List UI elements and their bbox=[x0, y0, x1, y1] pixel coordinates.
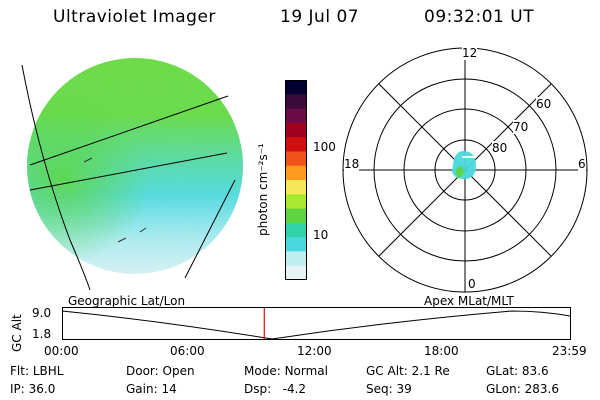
info-ip: IP: 36.0 bbox=[10, 382, 56, 396]
timeline-xtick-3: 18:00 bbox=[424, 344, 459, 358]
info-mode: Mode: Normal bbox=[244, 364, 328, 378]
colorbar-segment bbox=[285, 265, 307, 281]
colorbar-segment bbox=[285, 108, 307, 124]
mlt-label-12: 12 bbox=[462, 46, 478, 60]
colorbar-segment bbox=[285, 208, 307, 224]
info-glat: GLat: 83.6 bbox=[486, 364, 549, 378]
colorbar-segment bbox=[285, 180, 307, 195]
colorbar-segment bbox=[285, 194, 307, 210]
colorbar-segment bbox=[285, 80, 307, 95]
grid-line bbox=[29, 152, 228, 191]
limb-curve bbox=[21, 64, 91, 290]
colorbar-segment bbox=[285, 94, 307, 110]
grid-line-right bbox=[184, 179, 236, 279]
mlt-label-6: 6 bbox=[578, 157, 586, 171]
lat-label-80: 80 bbox=[492, 141, 508, 155]
aurora-blob bbox=[452, 150, 477, 180]
timeline-ytick-bottom: 1.8 bbox=[32, 327, 52, 341]
colorbar-segment bbox=[285, 237, 307, 252]
header-time: 09:32:01 UT bbox=[424, 7, 535, 27]
info-gain: Gain: 14 bbox=[126, 382, 177, 396]
timeline-xtick-0: 00:00 bbox=[44, 344, 79, 358]
timeline-xtick-4: 23:59 bbox=[552, 344, 587, 358]
timeline-xtick-2: 12:00 bbox=[297, 344, 332, 358]
info-door: Door: Open bbox=[126, 364, 195, 378]
colorbar-segment bbox=[285, 165, 307, 181]
info-seq: Seq: 39 bbox=[366, 382, 412, 396]
lat-label-60: 60 bbox=[536, 97, 552, 111]
timeline-right-label: Apex MLat/MLT bbox=[424, 294, 514, 308]
info-glon: GLon: 283.6 bbox=[486, 382, 559, 396]
colorbar-tick-100: 100 bbox=[313, 140, 336, 154]
colorbar-segment bbox=[285, 122, 307, 138]
timeline-left-label: Geographic Lat/Lon bbox=[68, 294, 186, 308]
colorbar-unit-label: photon cm⁻²s⁻¹ bbox=[256, 143, 270, 236]
info-gc-alt: GC Alt: 2.1 Re bbox=[366, 364, 450, 378]
lat-label-70: 70 bbox=[513, 120, 529, 134]
colorbar-segment bbox=[285, 251, 307, 267]
polar-plot bbox=[342, 47, 588, 293]
header-date: 19 Jul 07 bbox=[280, 7, 360, 27]
timeline-axis-title: GC Alt bbox=[10, 314, 24, 352]
colorbar bbox=[285, 80, 307, 281]
colorbar-segment bbox=[285, 137, 307, 152]
colorbar-segment bbox=[285, 151, 307, 167]
timeline-ytick-top: 9.0 bbox=[32, 306, 52, 320]
altitude-curve bbox=[62, 310, 571, 340]
colorbar-segment bbox=[285, 222, 307, 238]
timeline-xtick-1: 06:00 bbox=[170, 344, 205, 358]
info-flt: Flt: LBHL bbox=[10, 364, 64, 378]
mlt-label-0: 0 bbox=[468, 277, 476, 291]
terminator-line bbox=[29, 95, 229, 166]
colorbar-tick-10: 10 bbox=[313, 228, 329, 242]
app-title: Ultraviolet Imager bbox=[53, 7, 216, 27]
info-dsp: Dsp: -4.2 bbox=[244, 382, 307, 396]
mlt-label-18: 18 bbox=[344, 157, 360, 171]
uv-earth-image bbox=[21, 58, 243, 290]
altitude-timeline bbox=[62, 307, 571, 340]
